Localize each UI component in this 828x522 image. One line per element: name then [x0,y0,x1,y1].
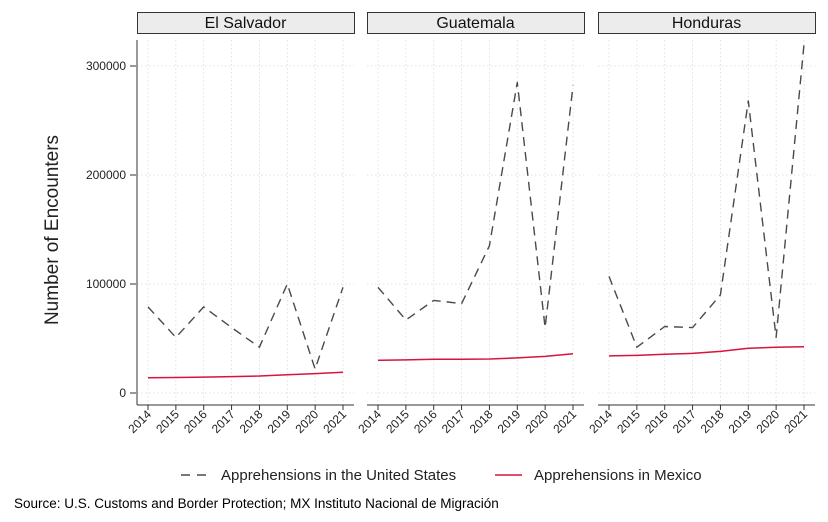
x-tick-label: 2017 [670,407,699,436]
panel-strip [367,12,585,34]
series-line-mexico [147,371,344,379]
legend: Apprehensions in the United States Appre… [181,467,702,484]
y-axis-ticks: 0 100000 200000 300000 [86,59,136,400]
series-line-us [147,283,344,370]
panel-honduras: Honduras 2014 2015 2016 2017 2018 2019 2020 2021 [586,12,816,436]
x-tick-label: 2020 [292,407,321,436]
x-tick-label: 2016 [411,407,440,436]
x-tick-label: 2019 [495,407,524,436]
legend-mx-label: Apprehensions in Mexico [534,467,702,484]
panel-el-salvador: El Salvador 2014 2015 2016 2017 2018 2019 2020 2… [125,12,355,436]
series-line-us [608,44,805,348]
y-axis-label: Number of Encounters [42,135,63,325]
x-tick-label: 2019 [265,407,294,436]
x-tick-label: 2021 [550,407,579,436]
panel-strip [137,12,355,34]
x-tick-label: 2015 [383,407,412,436]
x-tick-label: 2018 [467,407,496,436]
y-tick-label: 100000 [86,277,126,291]
panel-title: Guatemala [436,15,514,32]
panel-guatemala: Guatemala 2014 2015 2016 2017 2018 2019 2020 202… [355,12,585,436]
x-tick-label: 2016 [642,407,671,436]
panel-strip [598,12,816,34]
x-tick-label: 2020 [753,407,782,436]
x-tick-label: 2017 [439,407,468,436]
x-tick-label: 2019 [726,407,755,436]
y-tick-label: 0 [119,386,126,400]
panel-title: Honduras [672,15,741,32]
x-tick-label: 2014 [125,407,154,436]
x-tick-label: 2018 [698,407,727,436]
series-line-us [377,81,574,329]
y-tick-label: 300000 [86,59,126,73]
x-tick-label: 2018 [237,407,266,436]
y-tick-label: 200000 [86,168,126,182]
x-tick-label: 2015 [614,407,643,436]
panel-title: El Salvador [205,15,287,32]
x-tick-label: 2014 [586,407,615,436]
x-tick-label: 2021 [320,407,349,436]
source-note: Source: U.S. Customs and Border Protecti… [14,496,499,511]
legend-us-label: Apprehensions in the United States [221,467,456,484]
series-line-mexico [377,353,574,362]
x-tick-label: 2014 [355,407,384,436]
x-tick-label: 2015 [153,407,182,436]
x-tick-label: 2021 [781,407,810,436]
x-tick-label: 2016 [181,407,210,436]
x-tick-label: 2020 [522,407,551,436]
x-tick-label: 2017 [209,407,238,436]
series-line-mexico [608,345,805,357]
